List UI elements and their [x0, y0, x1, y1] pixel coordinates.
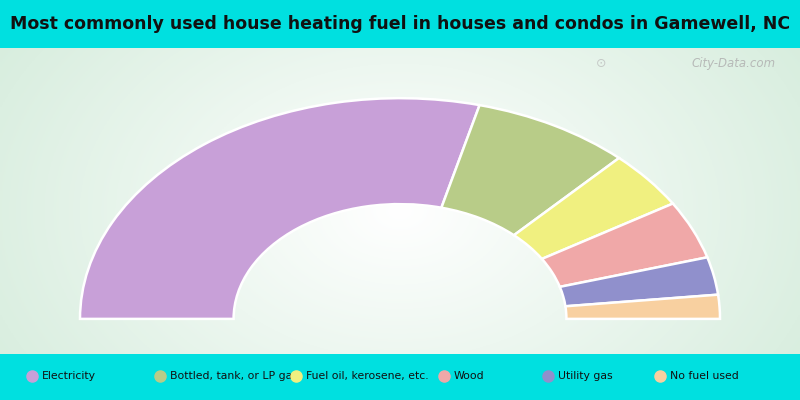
Text: Most commonly used house heating fuel in houses and condos in Gamewell, NC: Most commonly used house heating fuel in…: [10, 15, 790, 33]
Wedge shape: [514, 158, 673, 259]
Text: Fuel oil, kerosene, etc.: Fuel oil, kerosene, etc.: [306, 371, 428, 381]
Text: Bottled, tank, or LP gas: Bottled, tank, or LP gas: [170, 371, 298, 381]
Wedge shape: [442, 105, 619, 235]
Text: ⊙: ⊙: [596, 57, 606, 70]
Wedge shape: [560, 257, 718, 306]
Text: Electricity: Electricity: [42, 371, 96, 381]
Wedge shape: [80, 98, 479, 319]
Text: Utility gas: Utility gas: [558, 371, 612, 381]
Wedge shape: [566, 295, 720, 319]
Text: Wood: Wood: [454, 371, 484, 381]
Text: City-Data.com: City-Data.com: [692, 57, 776, 70]
Wedge shape: [542, 204, 707, 287]
Text: No fuel used: No fuel used: [670, 371, 738, 381]
